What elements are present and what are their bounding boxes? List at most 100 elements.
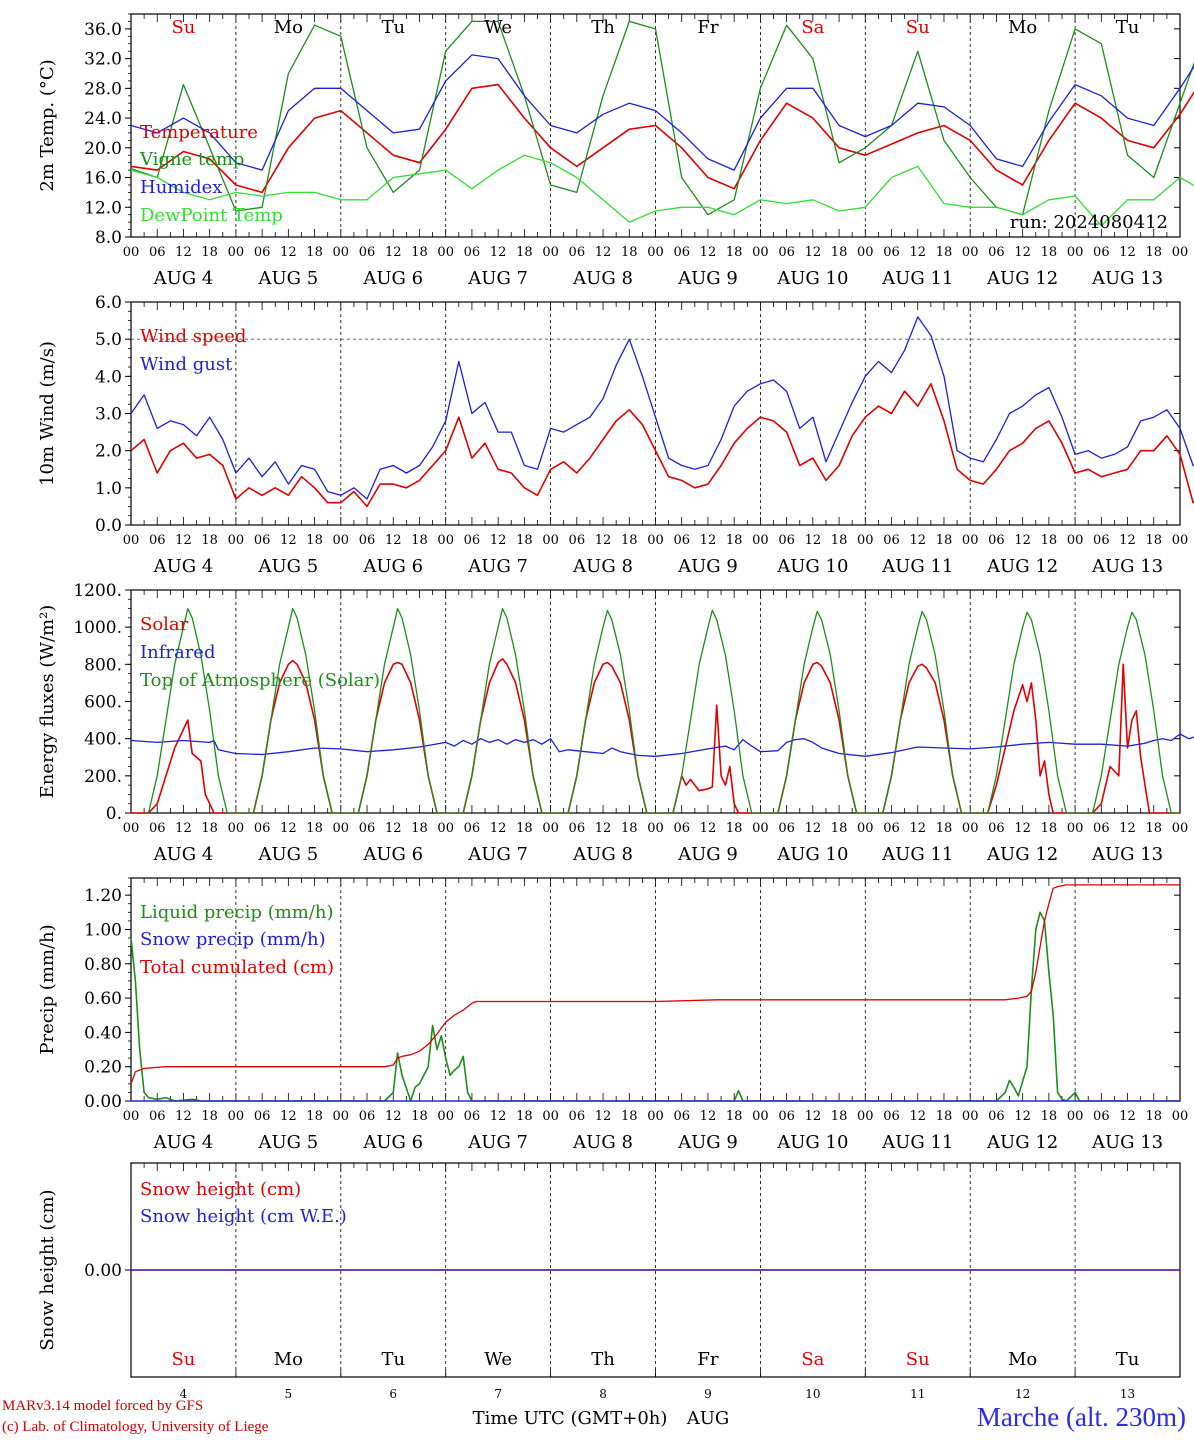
hour-tick-label: 00 [647,245,664,260]
hour-tick-label: 06 [883,1109,900,1124]
y-tick-label: 0.20 [84,1058,122,1078]
hour-tick-label: 12 [805,245,822,260]
hour-tick-label: 00 [1067,821,1084,836]
y-axis-title: Snow height (cm) [37,1189,58,1350]
time-axis-label: Time UTC (GMT+0h) [473,1408,668,1429]
hour-tick-label: 00 [437,1109,454,1124]
hour-tick-label: 00 [123,1109,140,1124]
bottom-day-number: 7 [494,1387,502,1401]
hour-tick-label: 00 [123,533,140,548]
y-tick-label: 16.0 [84,169,122,189]
hour-tick-label: 00 [437,821,454,836]
hour-tick-label: 00 [1067,1109,1084,1124]
bottom-day-number: 13 [1120,1387,1135,1401]
hour-tick-label: 18 [831,245,848,260]
date-label: AUG 12 [986,1132,1058,1153]
hour-tick-label: 18 [936,533,953,548]
hour-tick-label: 18 [726,533,743,548]
hour-tick-label: 12 [175,1109,192,1124]
hour-tick-label: 06 [988,821,1005,836]
date-label: AUG 12 [986,268,1058,289]
legend-entry: Wind gust [140,354,233,375]
hour-tick-label: 06 [778,1109,795,1124]
hour-tick-label: 12 [700,245,717,260]
hour-tick-label: 12 [909,533,926,548]
hour-tick-label: 12 [490,1109,507,1124]
bottom-day-number: 4 [180,1387,188,1401]
hour-tick-label: 00 [437,533,454,548]
y-tick-label: 5.0 [95,330,122,350]
hour-tick-label: 06 [569,821,586,836]
date-label: AUG 11 [881,556,953,577]
hour-tick-label: 06 [569,1109,586,1124]
hour-tick-label: 06 [778,533,795,548]
date-label: AUG 13 [1091,1132,1163,1153]
hour-tick-label: 18 [1146,821,1163,836]
weekday-label: Su [906,1349,930,1370]
weekday-label: Su [171,1349,195,1370]
date-label: AUG 10 [776,1132,848,1153]
weekday-label: Fr [697,17,718,38]
hour-tick-label: 06 [778,245,795,260]
hour-tick-label: 06 [569,245,586,260]
hour-tick-label: 06 [778,821,795,836]
hour-tick-label: 06 [149,533,166,548]
hour-tick-label: 06 [569,533,586,548]
panel-2 [125,301,1194,526]
hour-tick-label: 12 [805,533,822,548]
weekday-label: Th [591,1349,615,1370]
weekday-label: Tu [1116,1349,1140,1370]
hour-tick-label: 00 [1172,821,1189,836]
hour-tick-label: 18 [621,821,638,836]
hour-tick-label: 12 [1014,1109,1031,1124]
hour-tick-label: 00 [962,533,979,548]
legend-entry: Top of Atmosphere (Solar) [140,670,380,691]
hour-tick-label: 00 [1172,533,1189,548]
hour-tick-label: 06 [254,533,271,548]
date-label: AUG 7 [467,556,528,577]
legend-entry: Infrared [140,642,215,663]
bottom-day-number: 6 [389,1387,397,1401]
bottom-day-number: 10 [805,1387,820,1401]
date-label: AUG 8 [572,1132,633,1153]
hour-tick-label: 00 [647,1109,664,1124]
y-tick-label: 24.0 [84,109,122,129]
hour-tick-label: 18 [201,1109,218,1124]
hour-tick-label: 06 [1093,1109,1110,1124]
credit-lab: (c) Lab. of Climatology, University of L… [2,1419,269,1435]
y-tick-label: 4.0 [95,367,122,387]
hour-tick-label: 12 [1014,245,1031,260]
hour-tick-label: 12 [1119,245,1136,260]
y-tick-label: 36.0 [84,20,122,40]
series-line [130,154,1194,227]
weekday-label: Tu [381,17,405,38]
hour-tick-label: 00 [857,1109,874,1124]
y-tick-label: 28.0 [84,79,122,99]
weekday-label: Su [171,17,195,38]
hour-tick-label: 12 [595,1109,612,1124]
y-tick-label: 200. [84,767,122,787]
hour-tick-label: 00 [333,1109,350,1124]
hour-tick-label: 00 [857,821,874,836]
hour-tick-label: 12 [1119,1109,1136,1124]
date-label: AUG 6 [362,556,423,577]
hour-tick-label: 12 [1119,533,1136,548]
legend-entry: Humidex [140,177,222,198]
hour-tick-label: 18 [726,245,743,260]
hour-tick-label: 06 [464,533,481,548]
weekday-label: Su [906,17,930,38]
y-tick-label: 1.20 [84,886,122,906]
time-axis-month: AUG [686,1408,730,1429]
y-tick-label: 600. [84,693,122,713]
hour-tick-label: 00 [333,245,350,260]
series-line [130,316,1194,500]
date-label: AUG 5 [257,844,318,865]
y-tick-label: 0. [106,804,122,824]
hour-tick-label: 18 [936,821,953,836]
weekday-label: Mo [1008,1349,1037,1370]
hour-tick-label: 18 [306,533,323,548]
y-tick-label: 0.00 [84,1092,122,1112]
y-tick-label: 6.0 [95,293,122,313]
panel-3 [125,589,1194,814]
